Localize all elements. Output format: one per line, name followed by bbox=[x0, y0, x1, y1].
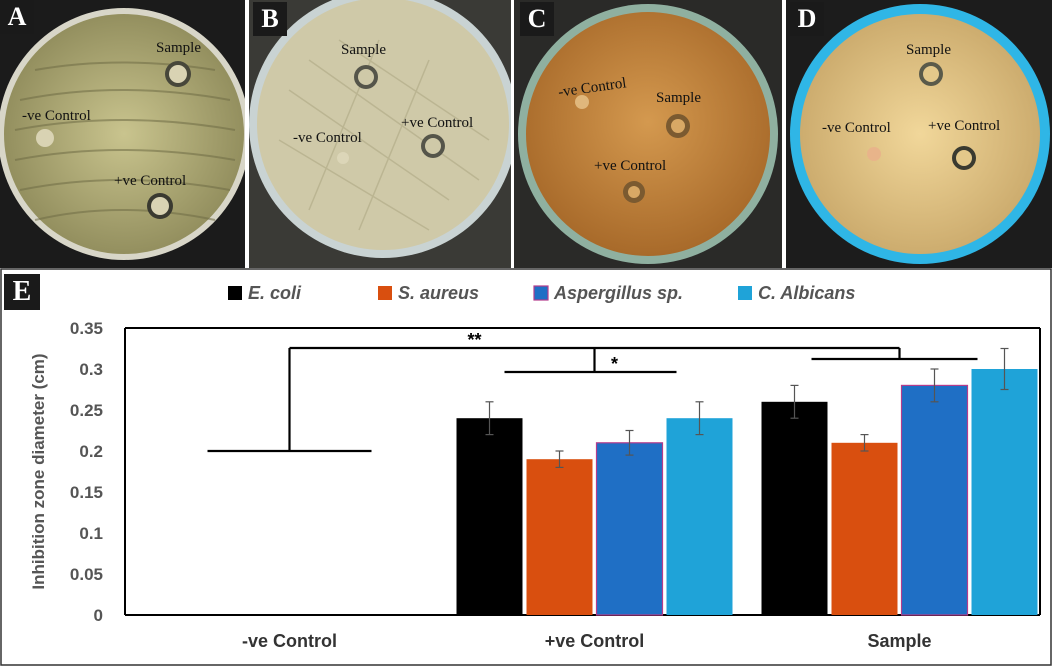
panel-c: C Sample -ve Control +ve Control bbox=[514, 0, 782, 268]
y-tick-label: 0 bbox=[94, 606, 103, 625]
y-tick-label: 0.05 bbox=[70, 565, 103, 584]
y-tick-label: 0.1 bbox=[79, 524, 103, 543]
positive-control-label: +ve Control bbox=[114, 173, 187, 189]
petri-dish-a bbox=[0, 0, 245, 268]
panel-letter: A bbox=[0, 0, 34, 34]
x-tick-label: Sample bbox=[867, 631, 931, 651]
legend-swatch bbox=[533, 285, 549, 301]
positive-control-label: +ve Control bbox=[928, 118, 1001, 134]
bar bbox=[456, 418, 523, 615]
bar-chart: 0 0.05 0.1 0.15 0.2 0.25 0.3 0.35 Inhibition zon… bbox=[0, 268, 1052, 666]
panel-a: A Sample -ve Control +ve Control bbox=[0, 0, 245, 268]
bar bbox=[666, 418, 733, 615]
panel-letter: B bbox=[253, 2, 287, 36]
y-tick-label: 0.15 bbox=[70, 483, 103, 502]
bar bbox=[526, 459, 593, 615]
positive-control-label: +ve Control bbox=[594, 158, 667, 174]
positive-control-label: +ve Control bbox=[401, 115, 474, 131]
x-tick-label: -ve Control bbox=[242, 631, 337, 651]
panel-d: D Sample -ve Control +ve Control bbox=[786, 0, 1052, 268]
legend-swatch bbox=[738, 286, 752, 300]
petri-dish-c bbox=[514, 0, 782, 268]
negative-control-label: -ve Control bbox=[822, 120, 891, 136]
panel-b: B Sample -ve Control +ve Control bbox=[249, 0, 511, 268]
bar bbox=[761, 401, 828, 615]
legend-swatch bbox=[378, 286, 392, 300]
x-tick-label: +ve Control bbox=[545, 631, 645, 651]
sample-label: Sample bbox=[156, 40, 201, 56]
bar bbox=[831, 442, 898, 615]
panel-letter: D bbox=[790, 2, 824, 36]
petri-dish-d bbox=[786, 0, 1052, 268]
panel-letter: C bbox=[520, 2, 554, 36]
y-axis-label: Inhibition zone diameter (cm) bbox=[29, 353, 48, 589]
chart-panel-e: 0 0.05 0.1 0.15 0.2 0.25 0.3 0.35 Inhibition zon… bbox=[0, 268, 1052, 666]
legend-label: E. coli bbox=[248, 283, 302, 303]
significance-label: ** bbox=[467, 330, 481, 350]
sample-label: Sample bbox=[656, 90, 701, 106]
legend-label: C. Albicans bbox=[758, 283, 855, 303]
legend-label: Aspergillus sp. bbox=[553, 283, 683, 303]
petri-dish-b bbox=[249, 0, 511, 268]
bar bbox=[971, 369, 1038, 615]
y-tick-label: 0.3 bbox=[79, 360, 103, 379]
y-tick-label: 0.35 bbox=[70, 319, 103, 338]
legend-label: S. aureus bbox=[398, 283, 479, 303]
y-tick-label: 0.2 bbox=[79, 442, 103, 461]
y-tick-label: 0.25 bbox=[70, 401, 103, 420]
bar bbox=[900, 384, 969, 616]
sample-label: Sample bbox=[906, 42, 951, 58]
negative-control-label: -ve Control bbox=[22, 108, 91, 124]
panel-letter: E bbox=[4, 274, 40, 310]
legend-swatch bbox=[228, 286, 242, 300]
bar bbox=[595, 442, 664, 616]
sample-label: Sample bbox=[341, 42, 386, 58]
negative-control-label: -ve Control bbox=[293, 130, 362, 146]
significance-label: * bbox=[611, 354, 618, 374]
